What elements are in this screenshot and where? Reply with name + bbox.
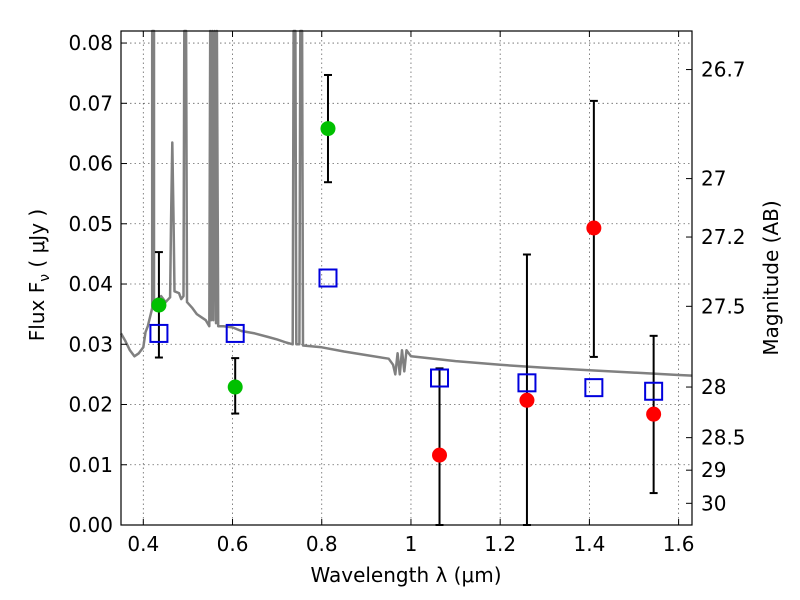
data-point	[519, 392, 535, 408]
x-tick-label: 0.8	[306, 532, 338, 556]
y-tick-label: 0.01	[68, 453, 113, 477]
y-tick-label: 0.04	[68, 272, 113, 296]
x-tick-label: 1	[405, 532, 418, 556]
y-tick-label: 0.05	[68, 212, 113, 236]
model-square	[430, 368, 450, 388]
y2-tick-label: 30	[701, 491, 726, 515]
model-square	[318, 268, 338, 288]
y2-axis-title: Magnitude (AB)	[759, 200, 783, 355]
y2-tick-label: 27	[701, 167, 726, 191]
y-axis-title-sub: ν	[37, 274, 53, 282]
data-point	[432, 447, 448, 463]
y-axis-title-unit: ( μJy )	[25, 209, 49, 274]
y-axis-title-main: Flux F	[25, 282, 49, 341]
y-tick-label: 0.02	[68, 393, 113, 417]
x-tick-label: 1.2	[484, 532, 516, 556]
y2-tick-label: 27.5	[701, 294, 746, 318]
y-tick-label: 0.03	[68, 332, 113, 356]
y2-tick-label: 27.2	[701, 225, 746, 249]
spectrum-line	[119, 29, 693, 377]
x-axis-title: Wavelength λ (μm)	[310, 563, 501, 587]
model-square	[225, 323, 245, 343]
x-tick-label: 1.4	[573, 532, 605, 556]
model-square	[517, 373, 537, 393]
data-point	[586, 220, 602, 236]
y2-axis-ticks: 26.7 27 27.2 27.5 28 28.5 29 30	[686, 58, 746, 515]
grid	[121, 31, 692, 526]
model-square	[149, 323, 169, 343]
error-bars	[154, 73, 658, 526]
plot-frame	[120, 30, 693, 526]
model-square	[584, 378, 604, 398]
data-markers	[149, 121, 664, 463]
x-tick-label: 1.6	[663, 532, 695, 556]
y-tick-label: 0.08	[68, 31, 113, 55]
y-tick-label: 0.06	[68, 152, 113, 176]
data-point	[151, 297, 167, 313]
x-tick-label: 0.4	[127, 532, 159, 556]
data-point	[320, 121, 336, 137]
y2-tick-label: 26.7	[701, 58, 746, 82]
data-point	[646, 406, 662, 422]
x-axis-ticks: 0.4 0.6 0.8 1 1.2 1.4 1.6	[127, 31, 695, 556]
y2-tick-label: 28.5	[701, 426, 746, 450]
y2-tick-label: 29	[701, 458, 726, 482]
y-axis-ticks: 0.00 0.01 0.02 0.03 0.04 0.05 0.06 0.07 0.08	[68, 31, 127, 537]
model-square	[644, 381, 664, 401]
y-tick-label: 0.00	[68, 513, 113, 537]
y-axis-title: Flux Fν ( μJy )	[25, 209, 53, 341]
y-tick-label: 0.07	[68, 91, 113, 115]
spectrum-path	[119, 29, 693, 377]
data-point	[227, 379, 243, 395]
y2-tick-label: 28	[701, 375, 726, 399]
x-tick-label: 0.6	[217, 532, 249, 556]
